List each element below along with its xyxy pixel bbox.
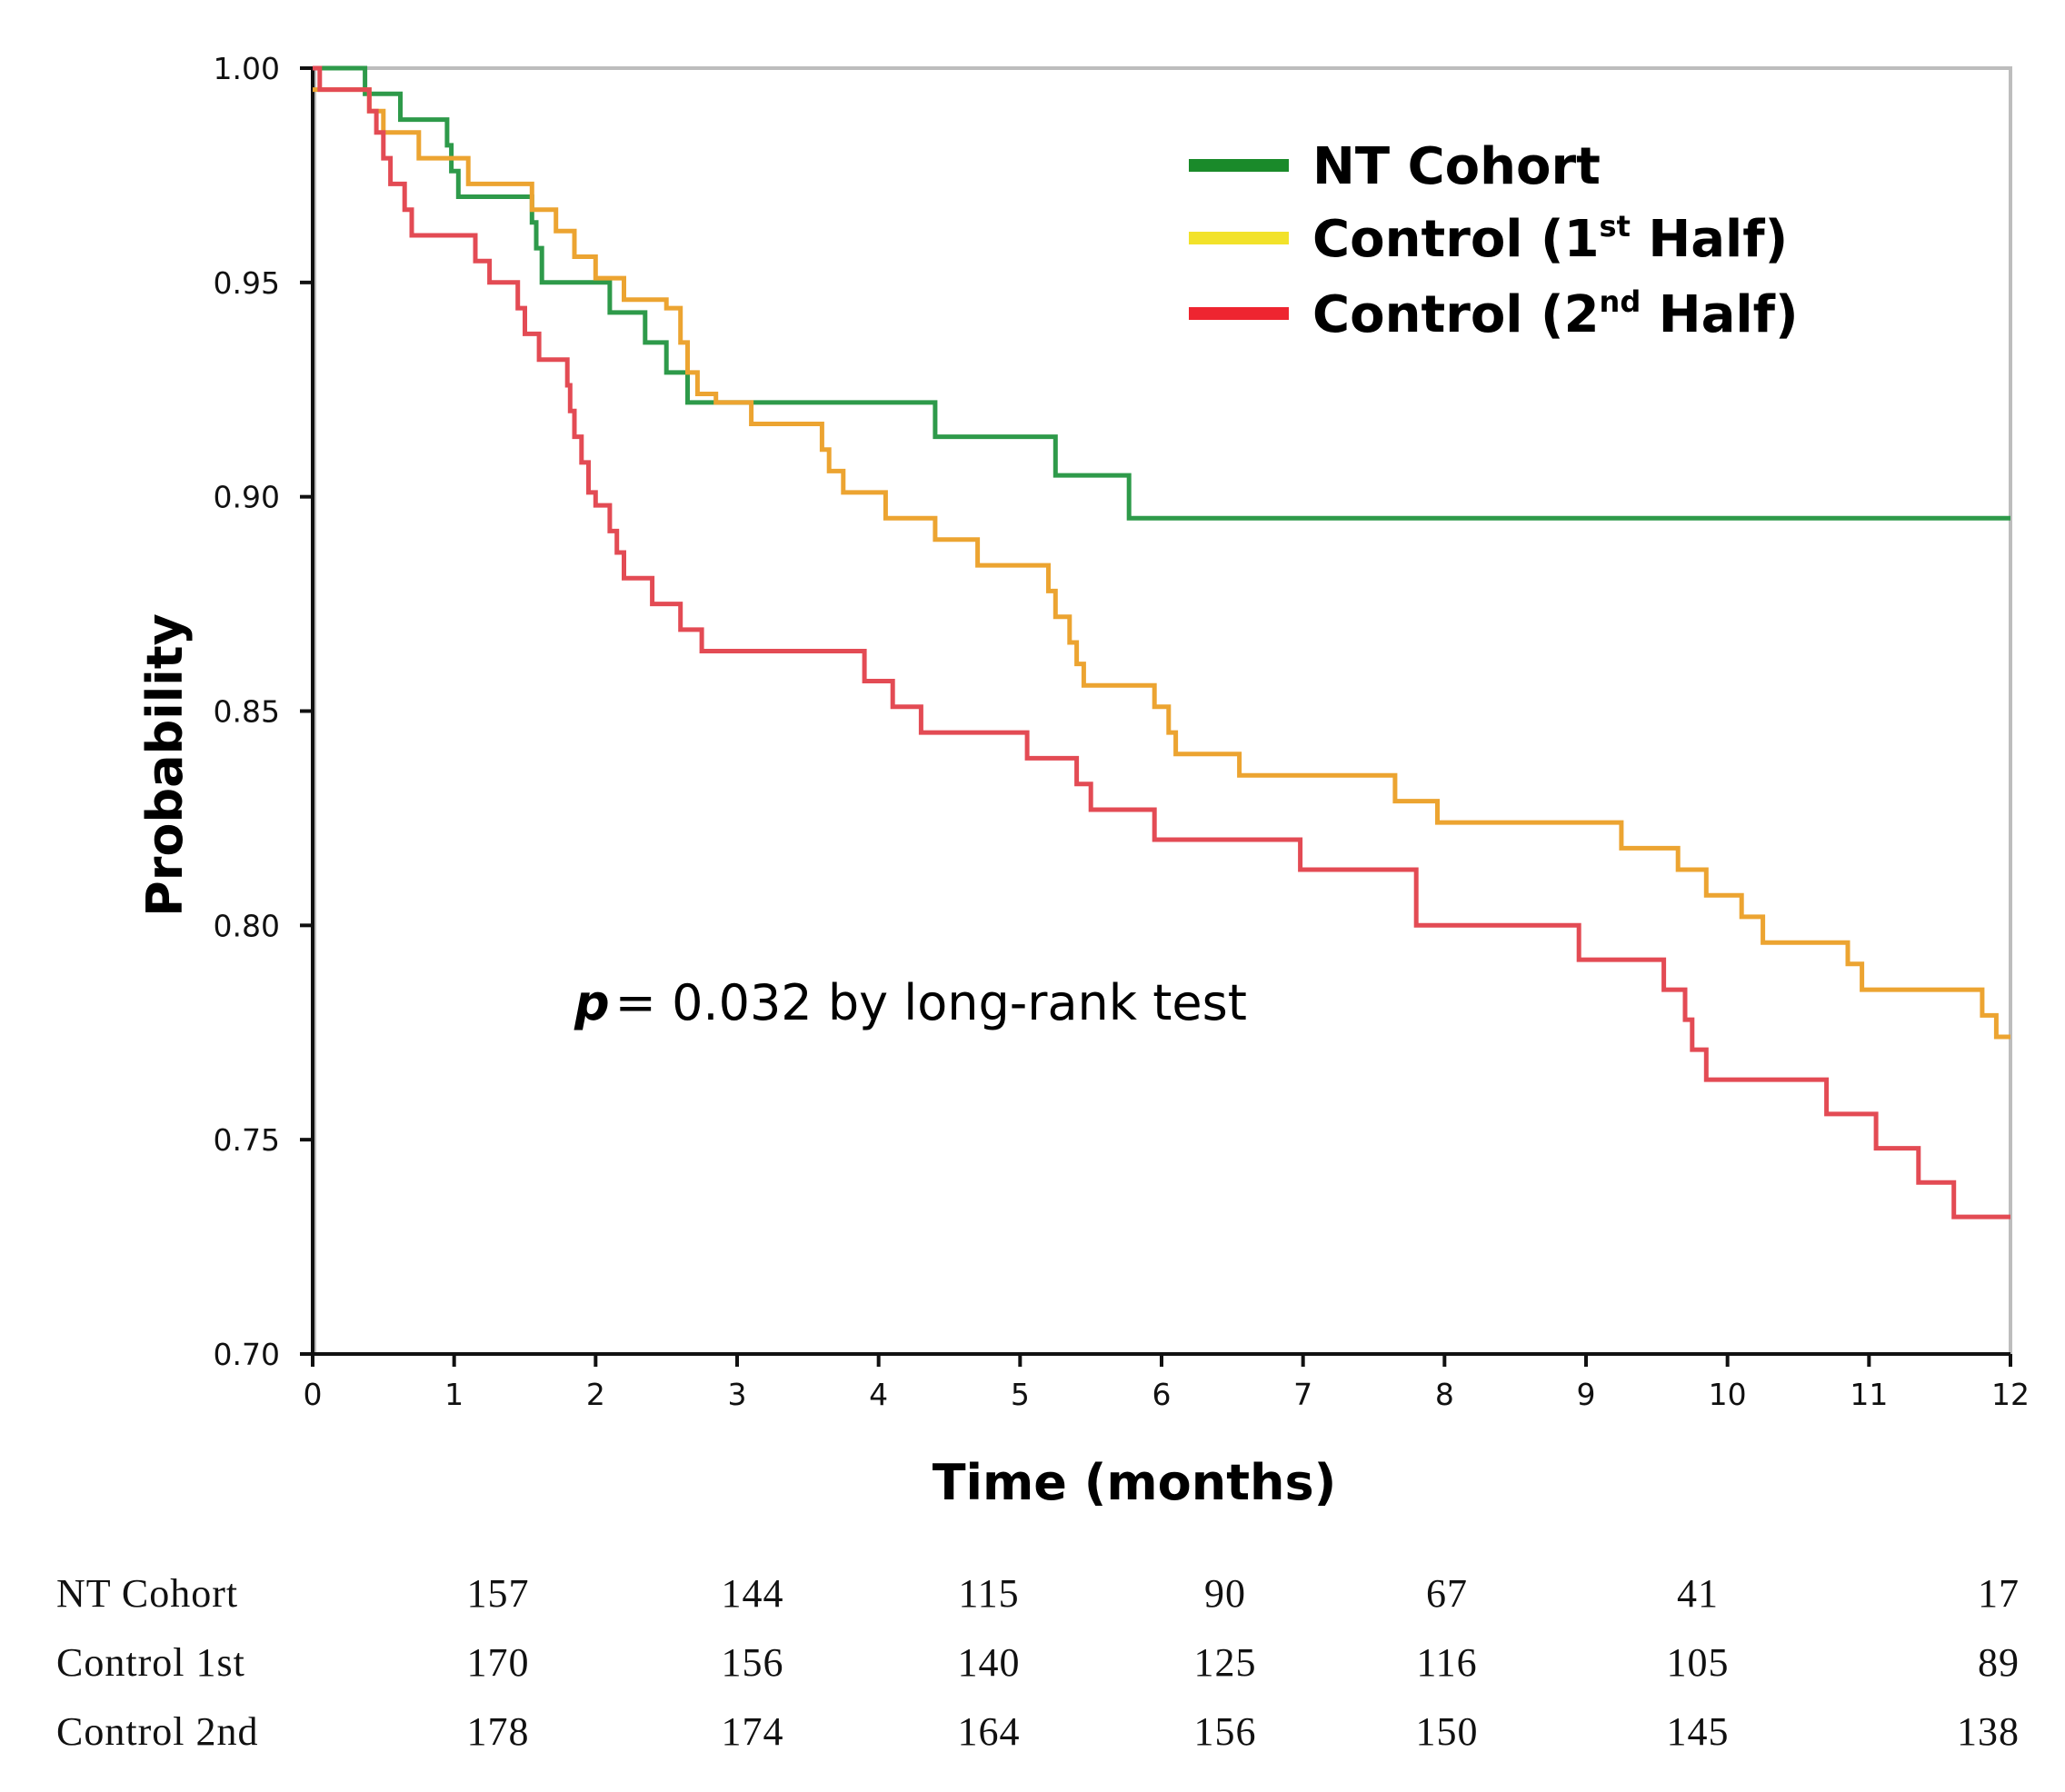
y-tick-label: 0.75	[214, 1122, 280, 1158]
x-axis-ticks: 0 1 2 3 4 5 6 7 8 9 10 11 12	[304, 1354, 2030, 1412]
risk-value: 178	[467, 1709, 530, 1754]
risk-value: 105	[1667, 1640, 1730, 1685]
series-line-2	[313, 65, 2010, 1220]
risk-value: 138	[1957, 1709, 2020, 1754]
y-tick-label: 0.70	[214, 1337, 280, 1372]
x-tick-label: 6	[1152, 1377, 1172, 1412]
risk-row-label: Control 1st	[56, 1640, 245, 1685]
legend-label-base: Control (2	[1312, 285, 1600, 344]
legend-label-2: Control (2nd Half)	[1312, 284, 1799, 344]
risk-value: 150	[1416, 1709, 1479, 1754]
risk-row-label: Control 2nd	[56, 1709, 258, 1754]
x-tick-label: 2	[586, 1377, 605, 1412]
risk-value: 116	[1416, 1640, 1477, 1685]
risk-value: 156	[722, 1640, 784, 1685]
risk-value: 144	[722, 1571, 784, 1616]
x-tick-label: 7	[1293, 1377, 1312, 1412]
series-line-1	[313, 87, 2010, 1040]
x-tick-label: 0	[304, 1377, 323, 1412]
x-tick-label: 5	[1011, 1377, 1030, 1412]
legend-label-tail: Half)	[1631, 210, 1788, 269]
risk-value: 174	[722, 1709, 784, 1754]
y-tick-label: 0.95	[214, 265, 280, 301]
legend-label-0: NT Cohort	[1312, 137, 1601, 196]
risk-value: 145	[1667, 1709, 1730, 1754]
risk-value: 157	[467, 1571, 530, 1616]
risk-value: 125	[1194, 1640, 1257, 1685]
risk-value: 41	[1677, 1571, 1719, 1616]
x-tick-label: 11	[1850, 1377, 1888, 1412]
x-tick-label: 3	[728, 1377, 747, 1412]
x-tick-label: 12	[1991, 1377, 2030, 1412]
risk-value: 90	[1204, 1571, 1246, 1616]
survival-curves	[313, 65, 2010, 1220]
y-axis-title: Probability	[136, 613, 194, 917]
risk-value: 156	[1194, 1709, 1257, 1754]
legend-label-base: Control (1	[1312, 210, 1600, 269]
risk-value: 140	[958, 1640, 1021, 1685]
risk-row-label: NT Cohort	[56, 1571, 238, 1616]
y-tick-label: 1.00	[214, 51, 280, 86]
risk-value: 164	[958, 1709, 1021, 1754]
risk-table: NT Cohort 157 144 115 90 67 41 17 Control 1st 170…	[56, 1571, 2020, 1754]
legend-label-sup: st	[1600, 209, 1631, 244]
legend-label-1: Control (1st Half)	[1312, 209, 1788, 269]
x-tick-label: 10	[1709, 1377, 1747, 1412]
risk-value: 170	[467, 1640, 530, 1685]
y-tick-label: 0.85	[214, 694, 280, 730]
p-value-annotation: p = 0.032 by long-rank test	[574, 974, 1247, 1031]
x-tick-label: 4	[869, 1377, 888, 1412]
y-axis-ticks: 0.70 0.75 0.80 0.85 0.90 0.95 1.00	[214, 51, 313, 1372]
legend-label-base: NT Cohort	[1312, 137, 1601, 196]
series-line-0	[313, 65, 2010, 521]
y-tick-label: 0.90	[214, 480, 280, 515]
x-tick-label: 1	[444, 1377, 464, 1412]
risk-value: 67	[1426, 1571, 1468, 1616]
p-symbol: p	[574, 974, 610, 1031]
risk-value: 89	[1978, 1640, 2020, 1685]
x-axis-title: Time (months)	[933, 1454, 1337, 1511]
legend-label-tail: Half)	[1641, 285, 1798, 344]
risk-value: 17	[1978, 1571, 2020, 1616]
p-value-text: = 0.032 by long-rank test	[615, 974, 1247, 1031]
x-tick-label: 8	[1435, 1377, 1454, 1412]
x-tick-label: 9	[1577, 1377, 1596, 1412]
y-tick-label: 0.80	[214, 908, 280, 943]
legend-label-sup: nd	[1600, 284, 1641, 319]
risk-value: 115	[958, 1571, 1019, 1616]
